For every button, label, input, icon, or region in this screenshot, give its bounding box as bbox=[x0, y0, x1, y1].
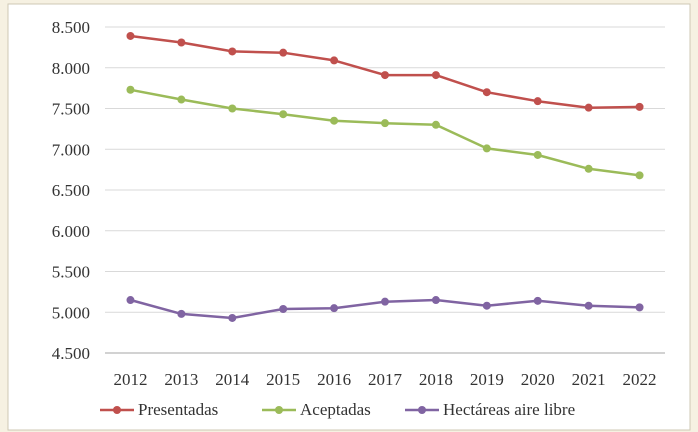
data-point bbox=[279, 48, 288, 57]
data-point bbox=[482, 301, 491, 310]
legend-label: Aceptadas bbox=[300, 400, 371, 419]
data-point bbox=[177, 95, 186, 104]
data-point bbox=[431, 71, 440, 80]
data-point bbox=[584, 164, 593, 173]
legend-item: Aceptadas bbox=[262, 400, 371, 419]
x-tick-label: 2020 bbox=[521, 370, 555, 389]
data-point bbox=[279, 110, 288, 119]
data-point bbox=[126, 296, 135, 305]
data-point bbox=[533, 150, 542, 159]
legend: Presentadas Aceptadas Hectáreas aire libre bbox=[100, 400, 575, 419]
data-point bbox=[635, 171, 644, 180]
legend-swatch-marker bbox=[418, 406, 426, 414]
x-tick-label: 2021 bbox=[572, 370, 606, 389]
y-tick-label: 8.500 bbox=[52, 18, 90, 37]
data-point bbox=[482, 88, 491, 97]
x-tick-label: 2012 bbox=[113, 370, 147, 389]
legend-swatch-marker bbox=[113, 406, 121, 414]
data-point bbox=[330, 116, 339, 125]
data-point bbox=[330, 56, 339, 65]
grid-lines bbox=[105, 26, 665, 354]
data-point bbox=[381, 71, 389, 80]
data-point bbox=[126, 85, 135, 94]
legend-swatch-marker bbox=[275, 406, 283, 414]
x-tick-label: 2016 bbox=[317, 370, 351, 389]
legend-label: Presentadas bbox=[138, 400, 218, 419]
plot-panel bbox=[7, 3, 691, 431]
legend-item: Hectáreas aire libre bbox=[405, 400, 575, 419]
series-1 bbox=[126, 85, 644, 180]
data-point bbox=[533, 296, 542, 305]
data-point bbox=[279, 304, 288, 313]
data-point bbox=[584, 301, 593, 310]
legend-item: Presentadas bbox=[100, 400, 218, 419]
x-tick-label: 2013 bbox=[164, 370, 198, 389]
y-tick-label: 5.500 bbox=[52, 263, 90, 282]
data-point bbox=[381, 297, 389, 306]
series-layer bbox=[126, 31, 644, 322]
y-axis: 4.500 5.000 5.500 6.000 6.500 7.000 7.500 8.000… bbox=[52, 18, 90, 363]
y-tick-label: 7.000 bbox=[52, 140, 90, 159]
series-0 bbox=[126, 31, 644, 112]
data-point bbox=[381, 119, 389, 128]
data-point bbox=[635, 303, 644, 312]
x-tick-label: 2019 bbox=[470, 370, 504, 389]
data-point bbox=[482, 144, 491, 153]
x-tick-label: 2018 bbox=[419, 370, 453, 389]
x-tick-label: 2014 bbox=[215, 370, 250, 389]
data-point bbox=[228, 47, 237, 56]
data-point bbox=[177, 38, 186, 47]
y-tick-label: 5.000 bbox=[52, 303, 90, 322]
y-tick-label: 7.500 bbox=[52, 100, 90, 119]
data-point bbox=[431, 296, 440, 305]
data-point bbox=[177, 309, 186, 318]
x-tick-label: 2015 bbox=[266, 370, 300, 389]
x-tick-label: 2022 bbox=[623, 370, 657, 389]
legend-label: Hectáreas aire libre bbox=[443, 400, 575, 419]
y-tick-label: 8.000 bbox=[52, 59, 90, 78]
y-tick-label: 6.000 bbox=[52, 222, 90, 241]
data-point bbox=[330, 304, 339, 313]
y-tick-label: 6.500 bbox=[52, 181, 90, 200]
data-point bbox=[228, 313, 237, 322]
data-point bbox=[635, 102, 644, 111]
data-point bbox=[431, 120, 440, 129]
data-point bbox=[584, 103, 593, 112]
series-2 bbox=[126, 296, 644, 322]
data-point bbox=[533, 97, 542, 106]
x-axis: 2012 2013 2014 2015 2016 2017 2018 2019 2020 2021… bbox=[113, 370, 656, 389]
x-tick-label: 2017 bbox=[368, 370, 403, 389]
data-point bbox=[126, 31, 135, 40]
data-point bbox=[228, 104, 237, 113]
y-tick-label: 4.500 bbox=[52, 344, 90, 363]
